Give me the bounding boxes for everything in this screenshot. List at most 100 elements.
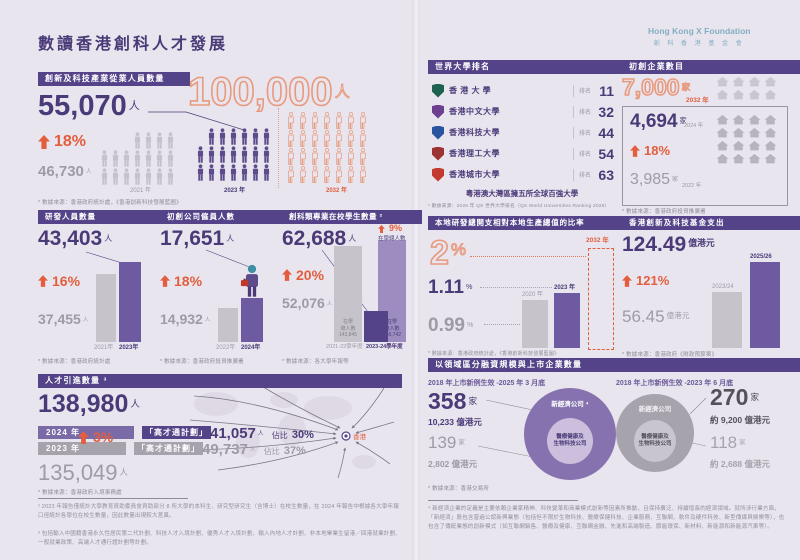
students-total-change-row: 9% <box>378 224 406 233</box>
startups-current: 4,694 家 <box>630 112 687 131</box>
outer-count-unit: 家 <box>468 396 478 407</box>
person-outline-icon <box>334 129 344 147</box>
row-divider <box>572 84 574 97</box>
rnd-gdp-year-cur: 2023 年 <box>554 285 576 291</box>
person-icon <box>144 132 153 149</box>
itf-unit: 億港元 <box>666 310 690 320</box>
rnd-change-value: 16% <box>52 273 81 289</box>
itf-footnote: * 數據來源：香港政府《財政預算案》 <box>622 352 718 358</box>
rank-label: 排名 <box>578 89 591 95</box>
students-total-prev-label: 在學 總人數 143,845 <box>338 318 358 339</box>
students-year-cur: 2023-24學年度 <box>366 344 403 350</box>
house-icon <box>748 153 761 164</box>
person-outline-icon <box>334 147 344 165</box>
rank-value: 44 <box>598 124 614 141</box>
brand-logo: Hong Kong X Foundation 創 科 香 港 基 金 會 <box>648 26 750 47</box>
rnd-gdp-previous: 0.99% <box>428 316 473 335</box>
person-icon <box>133 168 142 185</box>
itf-current-value: 124.49 <box>622 233 687 256</box>
house-icon <box>748 127 761 138</box>
rnd-gdp-target-box <box>588 248 614 350</box>
section-students: 創科類專業在校學生數量 ² 在學 總人數 143,845 在學 總人數 156,… <box>282 210 422 365</box>
workforce-year-prev: 2021 年 <box>130 188 152 194</box>
itf-header: 香港創新及科技基金支出 <box>622 216 800 230</box>
rnd-bar-cur <box>119 262 141 342</box>
section-rankings: 世界大學排名 香 港 大 學 排名 11 香港中文大學 排名 32 香港科技大學… <box>428 60 630 212</box>
up-arrow-icon <box>630 144 640 157</box>
talent-change-value: 3% <box>93 429 114 445</box>
person-icon <box>207 164 216 181</box>
person-icon <box>155 150 164 167</box>
rnd-gdp-current-value: 1.11 <box>428 277 464 298</box>
person-icon <box>251 128 260 145</box>
percent-sign: % <box>466 320 474 330</box>
ranking-row: 香港科技大學 排名 44 <box>432 122 614 143</box>
startup-staff-year-prev: 2022年 <box>216 345 236 351</box>
rank-value: 11 <box>599 82 614 99</box>
row-divider <box>572 105 574 118</box>
person-outline-icon <box>286 147 296 165</box>
person-outline-icon <box>346 112 356 129</box>
person-outline-icon <box>358 129 368 147</box>
section-itf: 香港創新及科技基金支出 2023/24 2025/26 124.49 億港元 12… <box>622 216 800 358</box>
startup-staff-change: 18% <box>160 274 202 288</box>
students-unit: 人 <box>348 233 357 243</box>
person-icon <box>111 150 120 167</box>
startup-staff-current-value: 17,651 <box>160 227 225 250</box>
person-outline-icon <box>298 165 308 183</box>
rnd-gdp-year-prev: 2020 年 <box>522 292 544 298</box>
talent-year-cur-chip: 2024 年 <box>38 426 134 439</box>
outer-count-value: 270 <box>710 384 749 410</box>
person-outline-icon <box>298 112 308 129</box>
startups-year-target: 2032 年 <box>686 97 709 104</box>
rank-label: 排名 <box>578 110 591 116</box>
person-outline-icon <box>322 112 332 129</box>
startups-footnote: * 數據來源：香港政府投資推廣署 <box>622 209 706 215</box>
person-icon <box>240 128 249 145</box>
house-icon <box>732 153 745 164</box>
rank-value: 63 <box>598 166 614 183</box>
startup-staff-unit: 人 <box>204 317 211 324</box>
percent-sign: % <box>465 282 473 292</box>
university-name: 香港城市大學 <box>449 170 500 179</box>
rnd-gdp-year-target: 2032 年 <box>586 237 609 244</box>
rankings-footnote: * 數據來源：2026 年 QS 世界大學排名（QS World Univers… <box>428 204 610 209</box>
section-rnd-gdp: 本地研發總開支相對本地生產總值的比率 2020 年 2023 年 2032 年 … <box>428 216 630 357</box>
startups-year-prev: 2022 年 <box>682 183 702 189</box>
person-outline-icon <box>322 165 332 183</box>
talent-unit: 人 <box>130 398 140 410</box>
itf-bar-prev <box>712 292 742 348</box>
rnd-year-prev: 2021年 <box>94 345 114 351</box>
listings-right-inner-value: 約 2,688 億港元 <box>710 459 770 469</box>
workforce-current-value: 55,070 <box>38 90 127 122</box>
startups-target-value: 7,000 <box>621 74 680 100</box>
person-icon <box>262 146 271 163</box>
section-listings: 以領域區分融資規模與上市企業數量 2018 年上市新例生效 -2025 年 3 … <box>428 358 800 492</box>
rnd-gdp-previous-value: 0.99 <box>428 315 465 336</box>
row-divider <box>572 168 574 181</box>
brand-logo-text-zh: 創 科 香 港 基 金 會 <box>653 41 745 47</box>
talent-unit: 人 <box>249 446 256 453</box>
itf-current: 124.49 億港元 <box>622 234 715 255</box>
person-outline-icon <box>358 147 368 165</box>
university-name: 香港理工大學 <box>449 149 500 158</box>
person-icon <box>196 146 205 163</box>
talent-header: 人才引進數量 ³ <box>38 374 402 388</box>
section-rnd-personnel: 研發人員數量 43,403 人 16% 37,455 人 2021年 2023年 *… <box>38 210 164 365</box>
startup-staff-bar-cur <box>241 298 263 342</box>
person-icon <box>133 150 142 167</box>
percent-sign: % <box>450 239 467 259</box>
students-previous-value: 52,076 <box>282 295 325 311</box>
talent-previous-value: 135,049 <box>38 460 118 485</box>
students-total-change-label: 在學總人數 <box>378 236 406 242</box>
person-outline-icon <box>286 165 296 183</box>
footnote-4: ⁴ 新經濟企業的定義是主要依賴企業家精神、科技變革和商業模式創新等因素所推動，且… <box>428 506 785 530</box>
startups-unit: 家 <box>679 116 687 126</box>
pictogram-2021 <box>100 132 175 185</box>
startups-box <box>622 106 788 206</box>
rank-label: 排名 <box>578 131 591 137</box>
person-outline-icon <box>286 112 296 129</box>
listings-footnote: * 數據來源：香港交易所 <box>428 486 490 492</box>
rank-value: 54 <box>598 145 614 162</box>
